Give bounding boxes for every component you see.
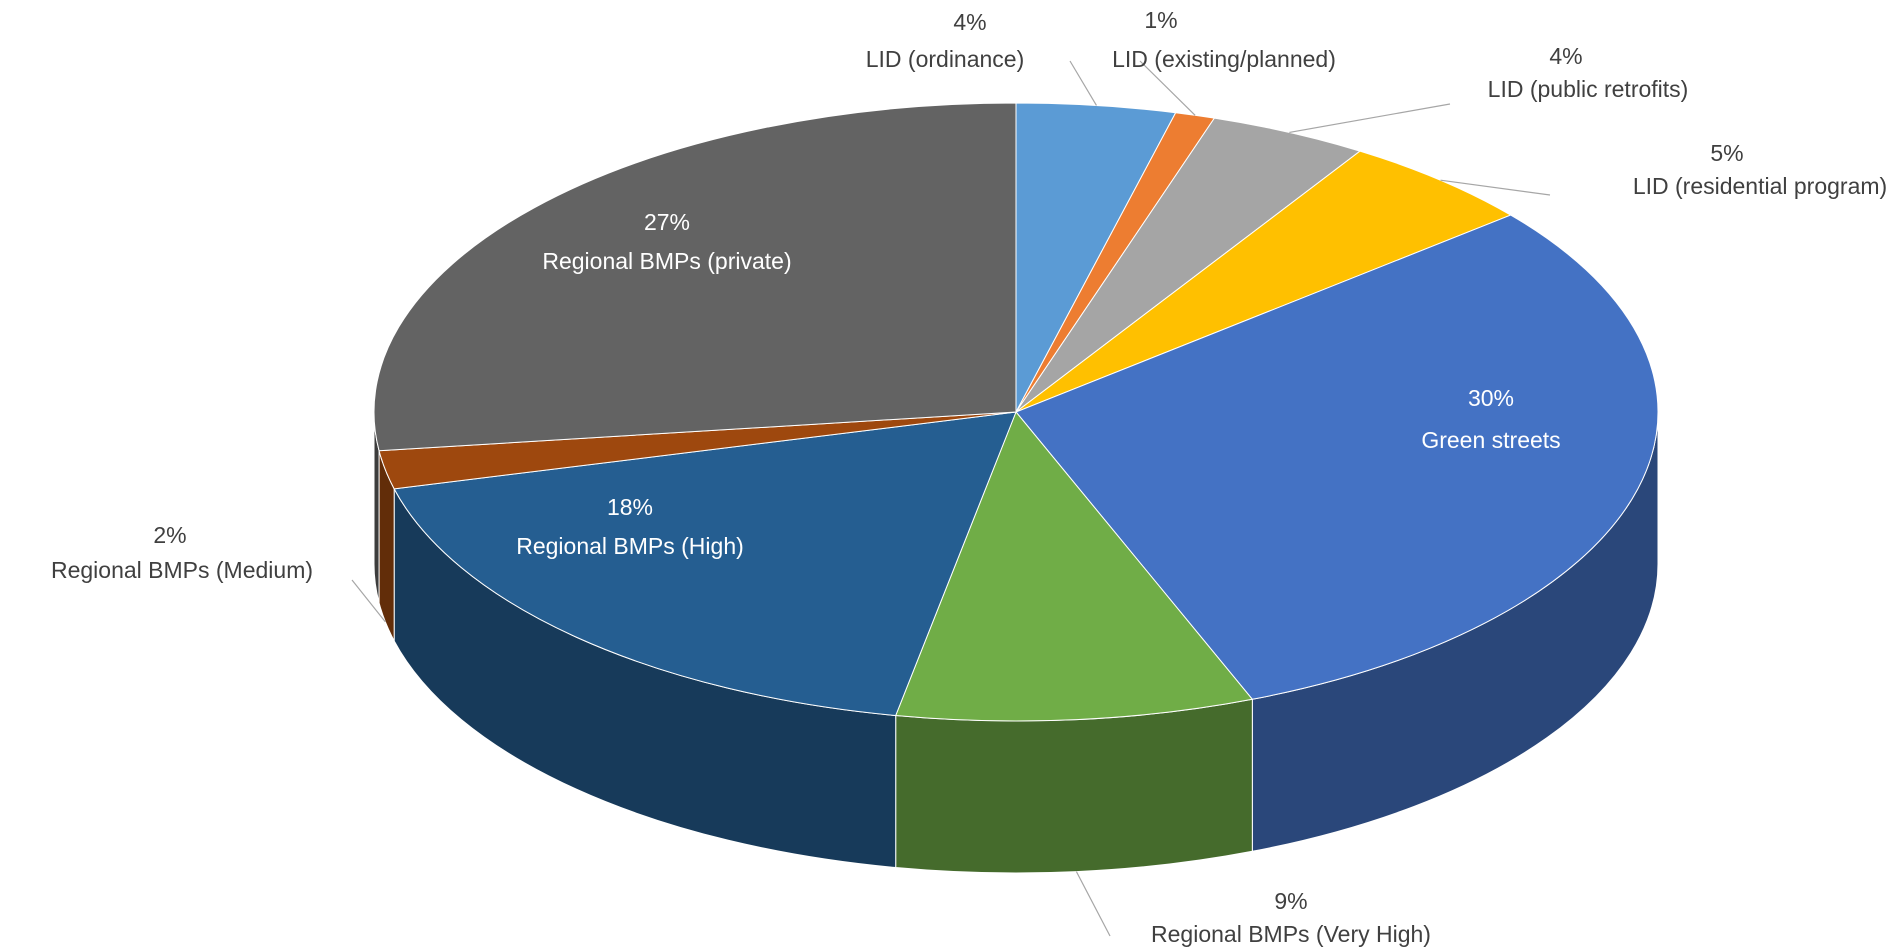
pie-sides [373, 411, 1659, 874]
data-label: 9% [1274, 888, 1307, 914]
category-label: LID (public retrofits) [1488, 76, 1689, 102]
data-label: 4% [953, 9, 986, 35]
data-label: 5% [1710, 140, 1743, 166]
category-label: Green streets [1421, 427, 1560, 453]
data-label: 2% [153, 522, 186, 548]
category-label: LID (ordinance) [866, 46, 1025, 72]
slice [894, 411, 1254, 722]
leader-line [1139, 60, 1196, 116]
category-label: LID (residential program) [1633, 173, 1887, 199]
category-label: Regional BMPs (private) [542, 248, 791, 274]
leader-line [1440, 179, 1551, 196]
pie-tops [373, 102, 1659, 722]
slice [1015, 150, 1512, 413]
category-label: Regional BMPs (Very High) [1151, 921, 1431, 947]
slice [1015, 214, 1659, 700]
leader-line [1289, 103, 1451, 133]
data-label: 18% [607, 494, 653, 520]
slice-side [895, 698, 1253, 874]
category-label: LID (existing/planned) [1112, 46, 1336, 72]
slice [373, 102, 1017, 452]
data-label: 1% [1144, 7, 1177, 33]
labels: 4% LID (ordinance) 1% LID (existing/planned… [51, 7, 1887, 947]
leader-line [351, 579, 386, 623]
category-label: Regional BMPs (High) [516, 533, 744, 559]
data-label: 27% [644, 209, 690, 235]
leader-line [1069, 60, 1097, 106]
data-label: 4% [1549, 43, 1582, 69]
leader-line [1075, 871, 1111, 937]
category-label: Regional BMPs (Medium) [51, 557, 313, 583]
data-label: 30% [1468, 385, 1514, 411]
slice [393, 411, 1017, 717]
